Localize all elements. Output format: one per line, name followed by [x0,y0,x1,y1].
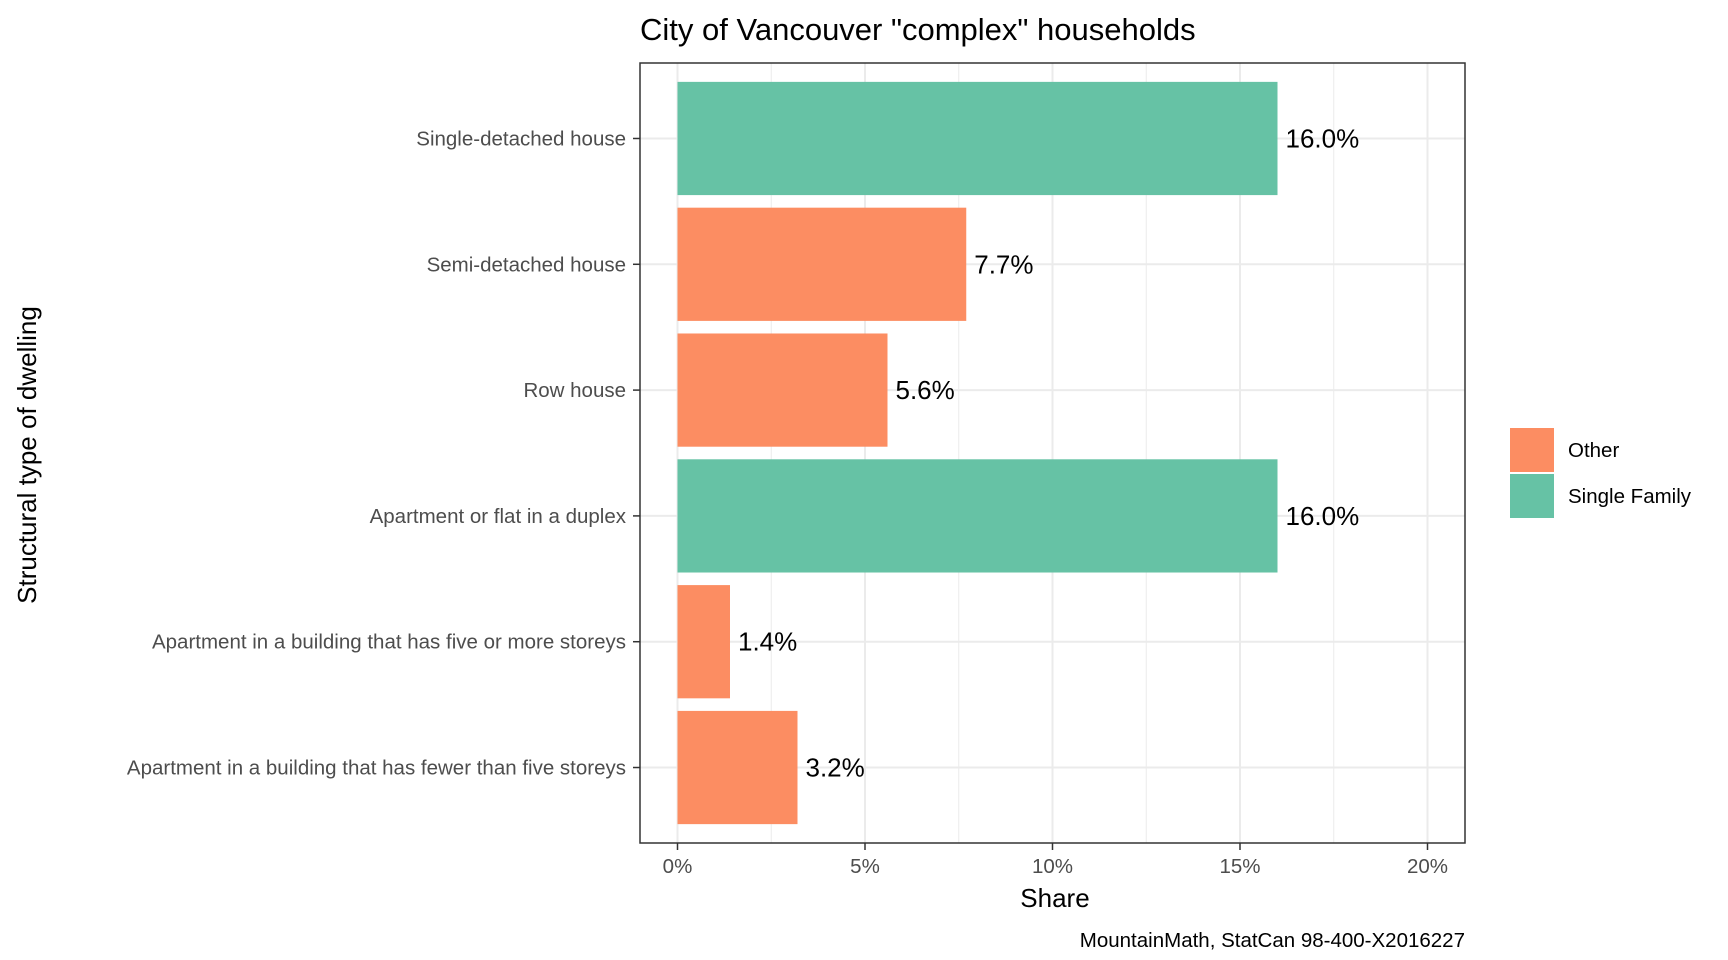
legend-key [1510,474,1554,518]
bar-value-label: 16.0% [1286,123,1360,153]
y-axis-title: Structural type of dwelling [12,306,42,604]
panel-border [639,62,1466,844]
legend-label: Other [1568,439,1619,462]
bar-value-label: 1.4% [738,627,797,657]
legend-key [1510,428,1554,472]
x-axis-title: Share [1020,883,1089,913]
bar [677,710,798,825]
x-tick-label: 0% [663,855,693,878]
bar [677,333,888,447]
x-tick-label: 15% [1219,855,1260,878]
bar [677,207,967,321]
x-tick-label: 10% [1032,855,1073,878]
y-tick-label: Apartment in a building that has fewer t… [127,757,626,780]
legend-label: Single Family [1568,485,1692,508]
y-tick-label: Single-detached house [416,127,626,150]
bar [677,81,1278,196]
plot-area: 16.0% Single-detached house 7.7% Semi-detac… [127,62,1466,878]
bar-value-label: 7.7% [974,249,1033,279]
bar [677,459,1278,573]
legend: Other Single Family [1510,428,1692,518]
x-tick-label: 5% [850,855,880,878]
bar-value-label: 5.6% [896,375,955,405]
y-tick-label: Row house [523,379,626,402]
chart-title: City of Vancouver "complex" households [640,12,1196,47]
bar-value-label: 3.2% [806,753,865,783]
x-tick-label: 20% [1407,855,1448,878]
y-tick-label: Apartment or flat in a duplex [370,505,627,528]
chart-caption: MountainMath, StatCan 98-400-X2016227 [1080,929,1465,952]
bar [677,585,730,699]
bar-value-label: 16.0% [1286,501,1360,531]
y-tick-label: Apartment in a building that has five or… [152,631,626,654]
y-tick-label: Semi-detached house [427,253,626,276]
